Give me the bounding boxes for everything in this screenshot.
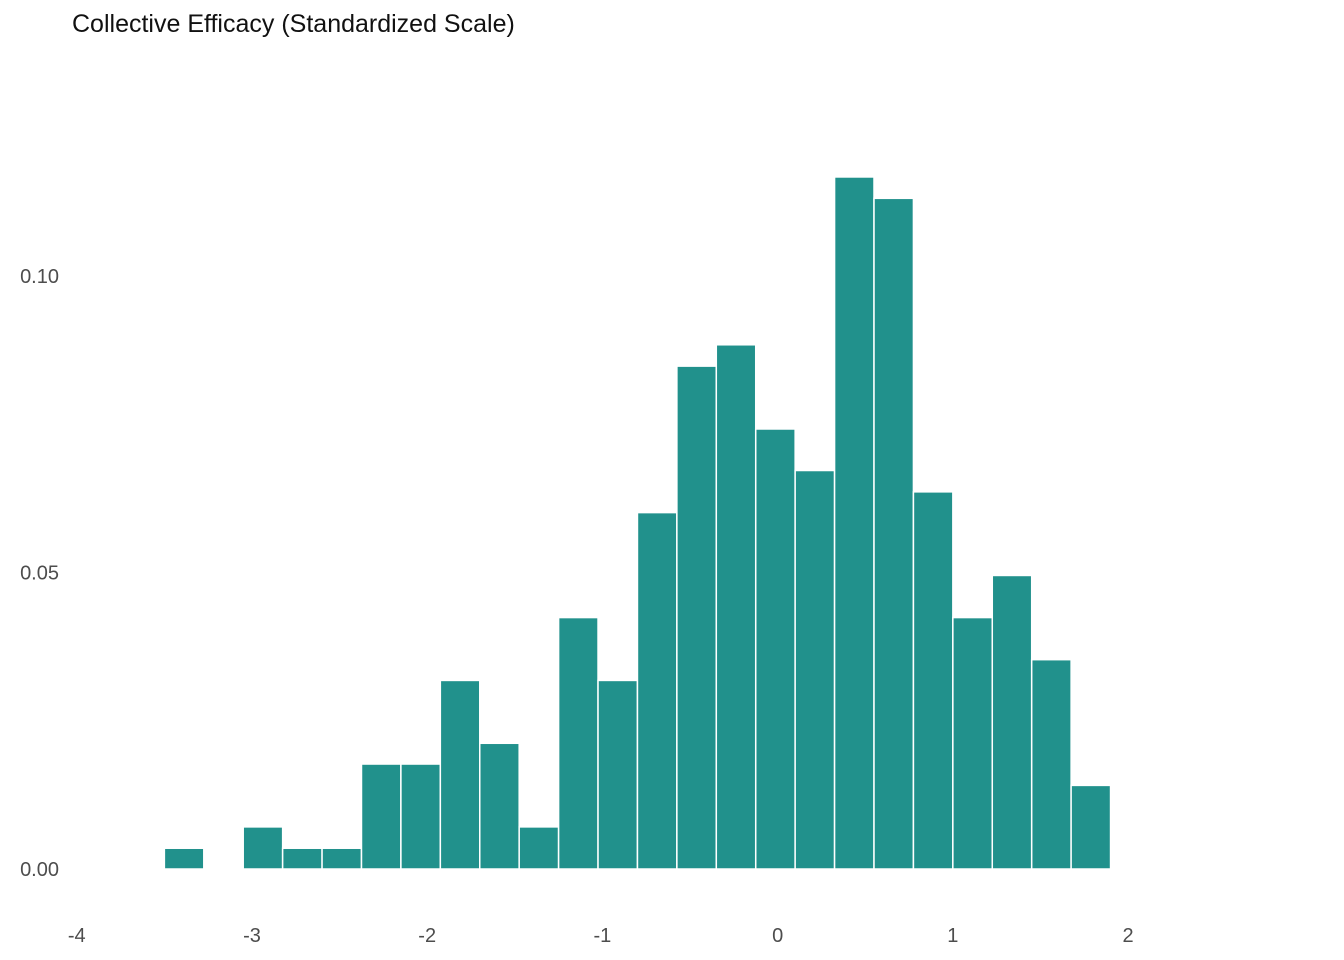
histogram-bar-18 <box>873 197 915 870</box>
x-tick-label-2: -2 <box>418 925 436 947</box>
histogram-bar-21 <box>991 574 1033 870</box>
histogram-bar-20 <box>952 616 994 870</box>
histogram-bar-4 <box>321 847 363 870</box>
histogram-bar-14 <box>715 344 757 870</box>
histogram-bar-15 <box>754 428 796 870</box>
histogram-bar-23 <box>1070 784 1112 870</box>
chart-title: Collective Efficacy (Standardized Scale) <box>72 10 515 38</box>
histogram-bar-16 <box>794 469 836 870</box>
histogram-bar-17 <box>833 176 875 870</box>
histogram-bar-3 <box>281 847 323 870</box>
x-tick-label-5: 1 <box>947 925 958 947</box>
x-tick-label-4: 0 <box>772 925 783 947</box>
y-axis-tick-labels: 0.00 0.05 0.10 <box>20 266 59 881</box>
x-tick-label-0: -4 <box>68 925 86 947</box>
histogram-bar-0 <box>163 847 205 870</box>
histogram-bar-5 <box>360 763 402 870</box>
histogram-bar-13 <box>676 365 718 870</box>
histogram-bar-19 <box>912 491 954 870</box>
x-tick-label-1: -3 <box>243 925 261 947</box>
histogram-bar-12 <box>636 511 678 870</box>
y-tick-label-0: 0.00 <box>20 859 59 881</box>
histogram-bar-8 <box>479 742 520 870</box>
histogram-bars <box>163 176 1112 870</box>
histogram-bar-10 <box>557 616 599 870</box>
histogram-bar-2 <box>242 826 284 870</box>
x-axis-tick-labels: -4 -3 -2 -1 0 1 2 <box>68 925 1134 947</box>
y-tick-label-1: 0.05 <box>20 563 59 585</box>
y-tick-label-2: 0.10 <box>20 266 59 288</box>
histogram-bar-7 <box>439 679 481 870</box>
x-tick-label-3: -1 <box>594 925 612 947</box>
histogram-bar-9 <box>518 826 560 870</box>
histogram-bar-22 <box>1030 658 1072 870</box>
histogram-bar-6 <box>400 763 442 870</box>
x-tick-label-6: 2 <box>1123 925 1134 947</box>
histogram-bar-11 <box>597 679 639 870</box>
